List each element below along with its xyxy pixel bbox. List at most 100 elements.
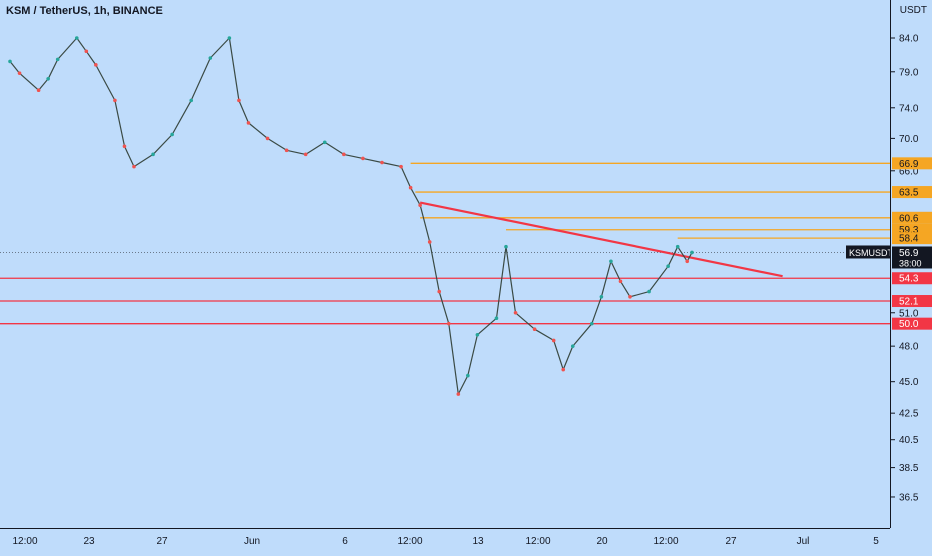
price-point	[237, 98, 241, 103]
price-point	[685, 259, 690, 264]
time-tick-label: 12:00	[397, 536, 422, 547]
time-tick-label: 5	[873, 536, 879, 547]
price-tick-label: 51.0	[899, 308, 919, 319]
time-tick-label: 12:00	[12, 536, 37, 547]
price-point	[122, 144, 127, 149]
price-point	[475, 332, 480, 337]
support-tag-box	[892, 317, 932, 330]
price-point	[513, 310, 518, 315]
resistance-tag-label: 63.5	[899, 188, 919, 199]
price-point	[609, 259, 613, 264]
price-point	[446, 321, 451, 326]
price-point	[675, 244, 680, 249]
price-series-line	[9, 37, 693, 395]
resistance-tag-box	[892, 211, 932, 224]
price-point	[322, 140, 327, 145]
price-tick-label: 70.0	[899, 134, 919, 145]
price-tick-label: 40.5	[899, 435, 919, 446]
price-point	[399, 164, 403, 169]
price-point	[342, 152, 346, 157]
price-point	[437, 289, 442, 294]
price-point	[666, 264, 670, 269]
price-point	[532, 327, 537, 332]
resistance-tag-label: 59.3	[899, 225, 919, 236]
price-point	[189, 98, 194, 103]
price-point	[132, 164, 136, 169]
price-point	[227, 36, 232, 40]
price-point	[380, 160, 384, 165]
price-point	[246, 121, 251, 125]
price-point	[170, 132, 174, 137]
time-tick-label: 12:00	[525, 536, 550, 547]
resistance-tag-box	[892, 186, 932, 199]
current-price-value: 56.9	[899, 248, 919, 259]
time-tick-label: 27	[725, 536, 737, 547]
price-point	[8, 59, 12, 64]
price-point	[599, 295, 604, 299]
price-point	[46, 76, 50, 81]
time-tick-label: Jul	[797, 536, 810, 547]
price-tick-label: 66.0	[899, 166, 919, 177]
price-point	[208, 56, 213, 60]
support-tag-label: 54.3	[899, 274, 919, 285]
resistance-tag-label: 58.4	[899, 234, 919, 245]
support-tag-box	[892, 295, 932, 308]
price-axis-labels: 84.0 79.0 74.0 70.0 66.0 51.0 48.0 45.0 42.5 40.5…	[891, 33, 932, 503]
resistance-tag-box	[892, 157, 932, 170]
price-tick-label: 48.0	[899, 342, 919, 353]
price-point	[113, 98, 117, 103]
price-point	[466, 373, 470, 378]
price-tick-label: 84.0	[899, 33, 919, 44]
price-tick-label: 74.0	[899, 103, 919, 114]
time-axis[interactable]: 12:00 23 27 Jun 6 12:00 13 12:00 20 12:00 27 Jul 5	[0, 528, 890, 551]
price-point	[494, 316, 499, 320]
price-point	[456, 392, 461, 396]
price-tick-label: 42.5	[899, 409, 919, 420]
time-tick-label: Jun	[244, 536, 260, 547]
price-point	[551, 338, 556, 343]
price-point	[303, 152, 308, 157]
price-point	[647, 289, 651, 294]
support-tag-label: 52.1	[899, 297, 919, 308]
symbol-tag-box	[846, 245, 890, 259]
price-point	[408, 185, 413, 190]
price-tick-label: 36.5	[899, 492, 919, 503]
support-tag-label: 50.0	[899, 319, 919, 330]
price-point	[284, 148, 289, 153]
price-axis[interactable]: USDT 84.0 79.0 74.0 70.0 66.0 51.0 48.0 45.0 42.…	[890, 0, 932, 528]
price-point	[618, 279, 623, 284]
price-point	[690, 250, 694, 255]
price-chart-plot[interactable]: KSMUSDT	[0, 0, 890, 528]
price-point	[151, 152, 155, 157]
time-tick-label: 12:00	[653, 536, 678, 547]
resistance-tag-box	[892, 232, 932, 245]
resistance-tag-label: 60.6	[899, 213, 919, 224]
symbol-tag-label: KSMUSDT	[849, 248, 890, 258]
price-tick-label: 38.5	[899, 463, 919, 474]
current-price-tag-box	[892, 246, 932, 269]
price-point	[427, 240, 432, 244]
price-point	[36, 88, 41, 93]
time-tick-label: 6	[342, 536, 348, 547]
chart-title: KSM / TetherUS, 1h, BINANCE	[6, 5, 163, 17]
price-point	[561, 367, 566, 372]
time-axis-labels: 12:00 23 27 Jun 6 12:00 13 12:00 20 12:00 27 Jul 5	[12, 536, 879, 547]
candle-countdown: 38:00	[899, 258, 922, 268]
price-point	[570, 344, 575, 348]
time-tick-label: 20	[596, 536, 608, 547]
time-tick-label: 13	[472, 536, 484, 547]
support-tag-box	[892, 272, 932, 285]
price-point	[265, 136, 270, 141]
trend-line	[419, 201, 783, 278]
price-point	[628, 295, 632, 299]
time-tick-label: 23	[83, 536, 95, 547]
price-point	[17, 71, 22, 75]
resistance-tag-label: 66.9	[899, 159, 919, 170]
price-point	[361, 156, 365, 161]
currency-label: USDT	[899, 5, 927, 16]
price-tick-label: 45.0	[899, 377, 919, 388]
time-tick-label: 27	[156, 536, 168, 547]
price-tick-label: 79.0	[899, 67, 919, 78]
price-point	[418, 203, 422, 208]
